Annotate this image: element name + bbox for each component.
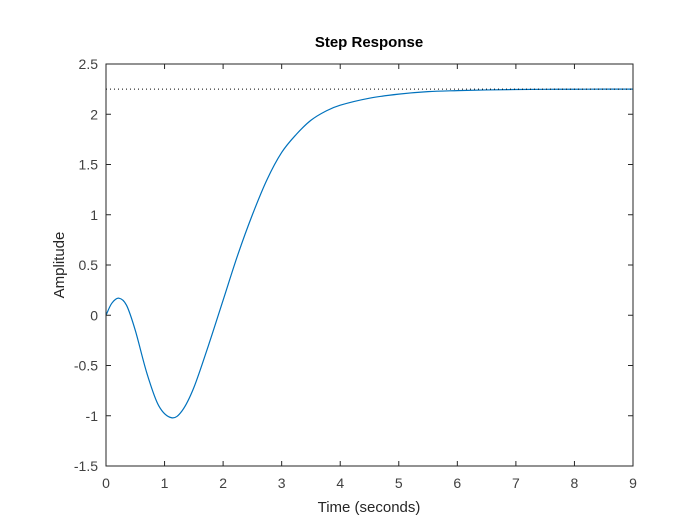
x-tick-label: 6 bbox=[453, 475, 461, 491]
y-tick-label: 0.5 bbox=[79, 257, 99, 273]
plot-area: 0 1 2 3 4 5 6 7 8 9 -1.5 -1 -0.5 0 0.5 1 1.5 2 2.5 bbox=[74, 56, 637, 491]
x-tick-label: 9 bbox=[629, 475, 637, 491]
x-tick-label: 1 bbox=[161, 475, 169, 491]
y-tick-label: 1.5 bbox=[79, 157, 99, 173]
y-axis-label: Amplitude bbox=[51, 232, 68, 299]
chart-title: Step Response bbox=[315, 34, 423, 51]
x-tick-label: 5 bbox=[395, 475, 403, 491]
y-tick-label: 2.5 bbox=[79, 56, 99, 72]
y-tick-label: -1 bbox=[86, 408, 99, 424]
y-tick-label: -1.5 bbox=[74, 458, 98, 474]
response-curve bbox=[105, 88, 634, 419]
plot-background bbox=[106, 64, 633, 466]
x-axis-label: Time (seconds) bbox=[318, 499, 421, 516]
x-tick-label: 2 bbox=[219, 475, 227, 491]
y-tick-label: 1 bbox=[90, 207, 98, 223]
x-tick-label: 4 bbox=[336, 475, 344, 491]
y-tick-label: -0.5 bbox=[74, 358, 98, 374]
x-tick-label: 3 bbox=[278, 475, 286, 491]
x-tick-label: 8 bbox=[571, 475, 579, 491]
y-tick-label: 2 bbox=[90, 106, 98, 122]
y-tick-label: 0 bbox=[90, 307, 98, 323]
x-tick-label: 7 bbox=[512, 475, 520, 491]
x-tick-label: 0 bbox=[102, 475, 110, 491]
